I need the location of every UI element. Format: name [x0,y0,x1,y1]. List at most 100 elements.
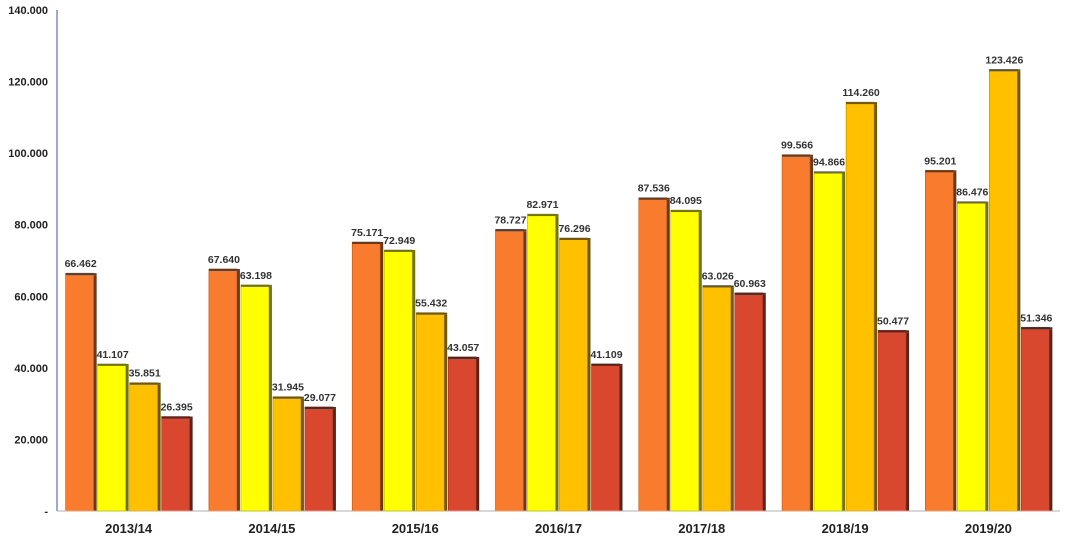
bar-shadow [267,286,272,511]
data-label: 84.095 [670,195,702,207]
bar-shadow [729,287,734,511]
bar-shadow [124,365,129,511]
bar-top-edge [702,285,734,288]
y-tick-label: 80.000 [14,220,48,232]
bar [559,237,588,512]
x-category-label: 2015/16 [392,521,439,536]
bar-shadow [809,156,814,511]
bar [65,272,94,512]
bar-top-edge [495,229,527,232]
bar-shadow [235,270,240,511]
y-tick-label: 20.000 [14,434,48,446]
bar-shadow [841,173,846,511]
data-label: 95.201 [924,155,956,167]
bar-top-edge [240,284,272,287]
data-label: 26.395 [161,402,193,414]
x-category-label: 2016/17 [535,521,582,536]
bar-top-edge [989,69,1021,72]
bar-shadow [618,365,623,511]
bar-shadow [905,332,910,511]
bar [447,356,477,512]
bar [638,197,668,512]
bar-shadow [475,358,480,511]
bar-top-edge [957,201,989,204]
y-tick-label: 60.000 [14,291,48,303]
x-category-label: 2017/18 [678,521,725,536]
bar-top-edge [527,214,559,217]
x-category-label: 2014/15 [248,521,295,536]
bar-shadow [586,239,591,512]
data-label: 35.851 [129,368,161,380]
bar-top-edge [208,268,240,271]
data-label: 72.949 [383,235,415,247]
bar-shadow [952,172,957,512]
bar [383,249,413,512]
bar-top-edge [352,241,384,244]
x-axis: 2013/14 2014/15 2015/16 2016/17 2017/18 2018/… [57,510,1060,536]
data-label: 66.462 [65,258,97,270]
data-label: 75.171 [351,227,383,239]
bar-top-edge [670,210,702,213]
bar [208,268,238,512]
bar [351,241,381,512]
bar [989,69,1018,512]
bar [734,292,764,512]
data-label: 82.971 [526,199,558,211]
x-category-label: 2013/14 [105,521,153,536]
data-label: 94.866 [813,157,845,169]
data-label: 60.963 [734,278,766,290]
data-label: 67.640 [208,254,240,266]
bar-shadow [299,398,304,511]
bar-top-edge [448,356,480,359]
bar [240,284,270,512]
bar [304,406,334,512]
bar-shadow [761,294,766,511]
bar-shadow [443,314,448,511]
bar-shadow [411,251,416,512]
y-axis: - 20.000 40.000 60.000 80.000 100.000 120.000 1… [8,5,58,518]
bar-top-edge [782,154,814,157]
bar-top-edge [416,312,448,315]
y-tick-label: 120.000 [8,77,48,89]
bar-top-edge [272,396,304,399]
bar [925,170,954,512]
bar-shadow [873,104,878,511]
bar-shadow [379,243,384,511]
bar [527,213,556,512]
bar-shadow [331,408,336,511]
bar [781,154,811,512]
bar-shadow [554,216,559,512]
bar [591,363,620,512]
y-tick-label: 40.000 [14,363,48,375]
bar [495,228,524,512]
data-label: 63.026 [702,270,734,282]
bar-shadow [665,199,670,512]
bar-top-edge [878,330,910,333]
data-label: 114.260 [842,87,880,99]
bar-top-edge [734,292,766,295]
data-label: 43.057 [447,342,479,354]
bar-shadow [1016,71,1021,511]
data-label: 76.296 [558,223,590,235]
data-label: 29.077 [304,392,336,404]
bar-top-edge [1021,327,1053,330]
bar [415,312,445,512]
x-category-label: 2019/20 [965,521,1012,536]
bar-shadow [92,275,97,511]
bar-shadow [156,384,161,511]
bar [957,201,986,512]
bar-top-edge [559,237,591,240]
bar-shadow [522,231,527,511]
bar-top-edge [97,363,129,366]
bar-top-edge [161,416,193,419]
data-label: 87.536 [638,183,670,195]
data-label: 51.346 [1020,312,1052,324]
bar [129,382,158,512]
bar-top-edge [814,171,846,174]
bar-shadow [697,212,702,511]
bar [97,363,126,512]
y-tick-label: 140.000 [8,5,48,17]
data-label: 99.566 [781,140,813,152]
